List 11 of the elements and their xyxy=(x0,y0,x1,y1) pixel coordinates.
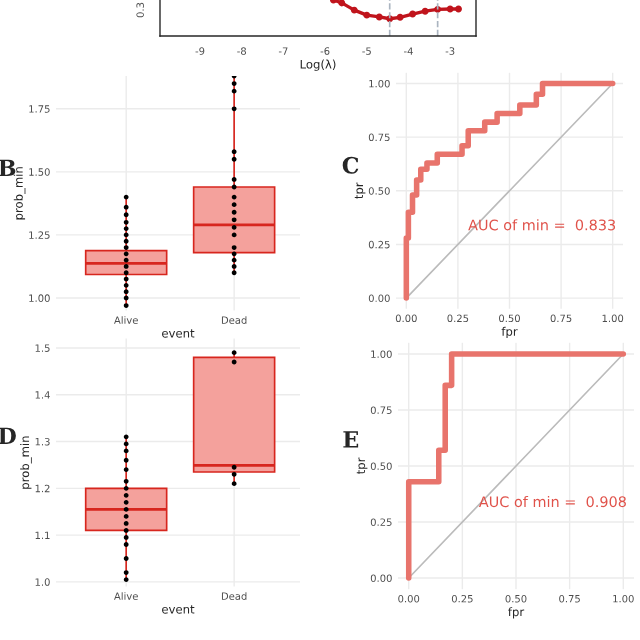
point xyxy=(350,6,358,14)
point xyxy=(375,13,383,21)
point xyxy=(446,5,454,13)
point xyxy=(455,5,462,13)
text: C xyxy=(342,156,359,174)
text: E xyxy=(343,431,359,448)
point xyxy=(338,0,346,7)
point xyxy=(409,10,417,18)
point xyxy=(396,13,404,21)
point xyxy=(363,11,371,19)
point xyxy=(421,7,429,15)
